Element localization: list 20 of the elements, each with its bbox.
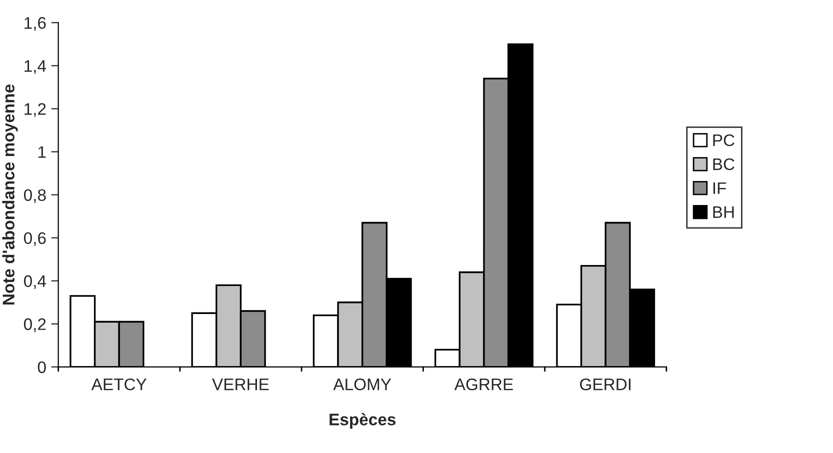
x-tick-label: GERDI xyxy=(580,378,630,390)
y-tick-label: 0,8 xyxy=(24,189,46,203)
y-tick-label: 1,2 xyxy=(24,103,46,117)
y-tick-label: 1,4 xyxy=(24,60,46,74)
y-tick-label: 0,6 xyxy=(24,232,46,246)
legend-label: BC xyxy=(713,158,734,170)
y-tick-label: 0,4 xyxy=(24,275,46,290)
x-tick-label: AETCY xyxy=(91,378,147,390)
y-tick-label: 1,6 xyxy=(24,17,46,31)
legend-label: IF xyxy=(713,182,726,194)
y-tick-label: 1 xyxy=(38,146,46,158)
legend-label: PC xyxy=(713,134,734,146)
x-axis-title: Espèces xyxy=(330,413,396,429)
x-tick-label: AGRRE xyxy=(454,378,513,390)
legend-label: BH xyxy=(713,206,734,218)
y-tick-label: 0,2 xyxy=(24,318,46,332)
y-tick-label: 0 xyxy=(38,361,46,374)
x-tick-label: VERHE xyxy=(212,378,269,390)
x-tick-label: ALOMY xyxy=(333,378,392,390)
y-axis-title: Note d'abondance moyenne xyxy=(2,84,18,304)
